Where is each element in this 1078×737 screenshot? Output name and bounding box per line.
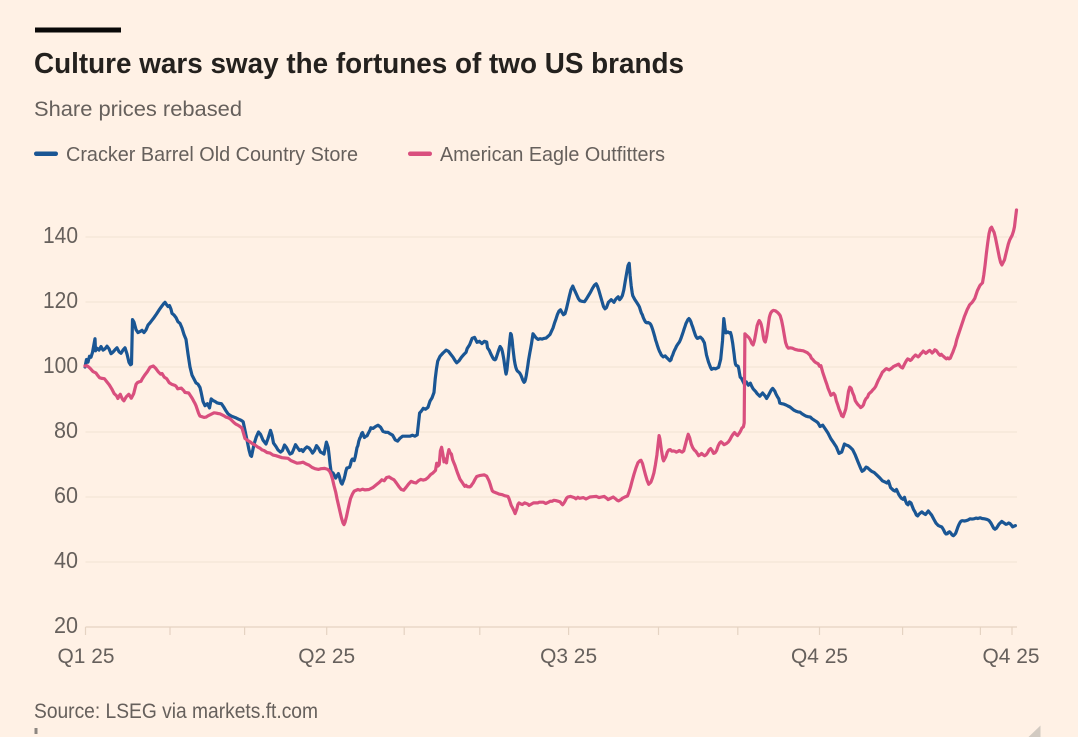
svg-text:Q1 25: Q1 25 [58, 645, 115, 668]
svg-text:40: 40 [54, 547, 78, 573]
svg-text:Culture wars sway the fortunes: Culture wars sway the fortunes of two US… [34, 48, 684, 80]
svg-text:20: 20 [54, 612, 78, 638]
svg-text:Q2 25: Q2 25 [298, 645, 355, 668]
svg-text:140: 140 [43, 222, 78, 248]
svg-text:100: 100 [43, 352, 78, 378]
svg-text:60: 60 [54, 482, 78, 508]
svg-text:Cracker Barrel Old Country Sto: Cracker Barrel Old Country Store [66, 143, 358, 166]
svg-text:Q4 25: Q4 25 [983, 645, 1040, 668]
svg-text:Source: LSEG via markets.ft.co: Source: LSEG via markets.ft.com [34, 700, 318, 723]
svg-text:Q4 25: Q4 25 [791, 645, 848, 668]
svg-text:American Eagle Outfitters: American Eagle Outfitters [440, 143, 665, 166]
svg-text:Q3 25: Q3 25 [540, 645, 597, 668]
svg-text:80: 80 [54, 417, 78, 443]
svg-text:Share prices rebased: Share prices rebased [34, 98, 242, 121]
svg-text:120: 120 [43, 287, 78, 313]
